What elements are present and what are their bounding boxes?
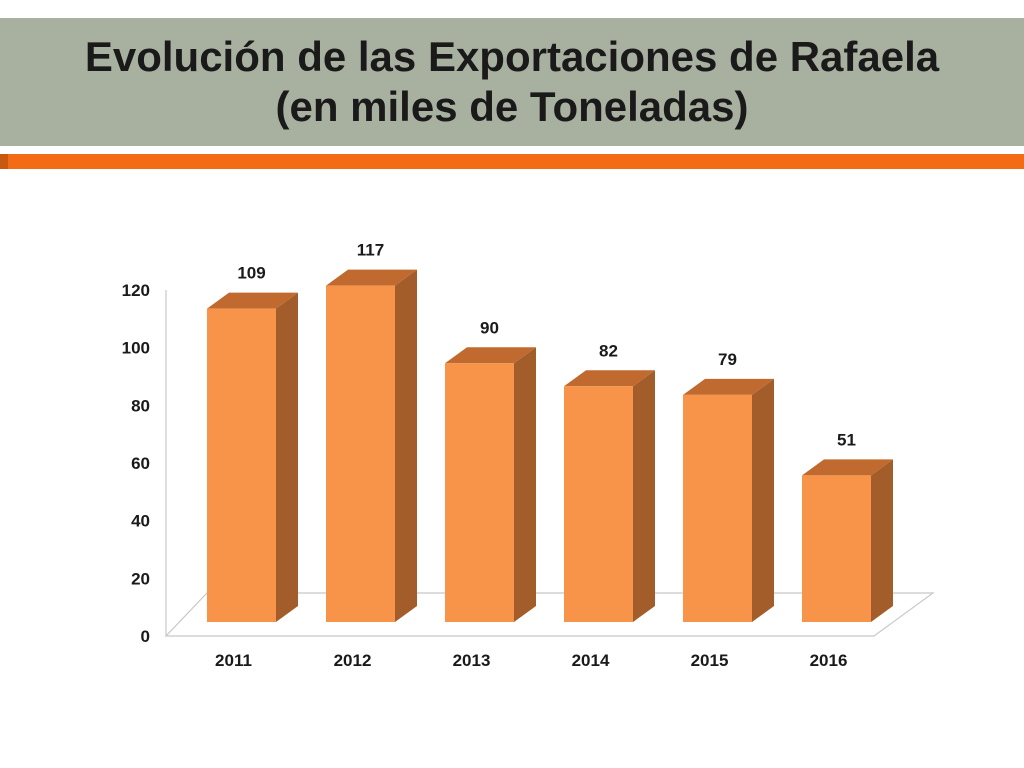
x-tick-label: 2016 [810,651,848,670]
data-label: 109 [237,264,265,283]
x-tick-label: 2012 [334,651,372,670]
floor-plane [164,592,935,637]
bar-top-face [564,370,655,387]
y-tick-label: 40 [131,512,150,531]
y-tick-label: 100 [122,339,150,358]
x-tick-label: 2013 [453,651,491,670]
bar-front-face [683,394,752,622]
bar-side-face [752,378,774,622]
bar-side-face [514,347,536,622]
y-tick-label: 20 [131,569,150,588]
data-label: 117 [357,241,384,260]
bar [683,378,774,622]
y-axis: 0 20 40 60 80 100 120 [122,281,167,646]
bar-front-face [207,308,276,622]
y-tick-label: 60 [131,454,150,473]
slide-title-line-1: Evolución de las Exportaciones de Rafael… [84,33,940,80]
bar-top-face [683,378,774,395]
y-tick-label: 80 [131,396,150,415]
x-tick-label: 2015 [691,651,729,670]
bar-side-face [871,459,893,622]
bar-top-face [802,459,893,476]
bar [207,292,298,622]
data-label: 79 [718,350,737,369]
bar [326,269,417,622]
bar-front-face [564,386,633,622]
title-band: Evolución de las Exportaciones de Rafael… [0,18,1024,146]
bar-side-face [395,269,417,622]
bar [564,370,655,622]
bar-top-face [326,269,417,286]
bar-side-face [633,370,655,622]
bars [207,269,893,622]
data-labels: 109 117 90 82 79 51 [237,241,856,450]
chart-floor [164,592,935,637]
bar-front-face [445,363,514,622]
y-tick-label: 0 [141,627,150,646]
bar [802,459,893,622]
accent-stripe [0,154,1024,169]
slide-title-line-2: (en miles de Toneladas) [275,83,749,130]
bar-front-face [326,285,395,622]
bar-top-face [207,292,298,309]
bar-top-face [445,347,536,364]
x-tick-label: 2011 [215,651,252,670]
y-tick-label: 120 [122,281,150,300]
data-label: 90 [480,318,499,337]
bar-side-face [276,292,298,622]
bar-front-face [802,475,871,622]
accent-stripe-end [0,154,8,169]
data-label: 82 [599,341,618,360]
bar [445,347,536,622]
x-tick-label: 2014 [572,651,610,670]
x-axis-labels: 2011 2012 2013 2014 2015 2016 [215,651,847,670]
data-label: 51 [837,430,856,449]
